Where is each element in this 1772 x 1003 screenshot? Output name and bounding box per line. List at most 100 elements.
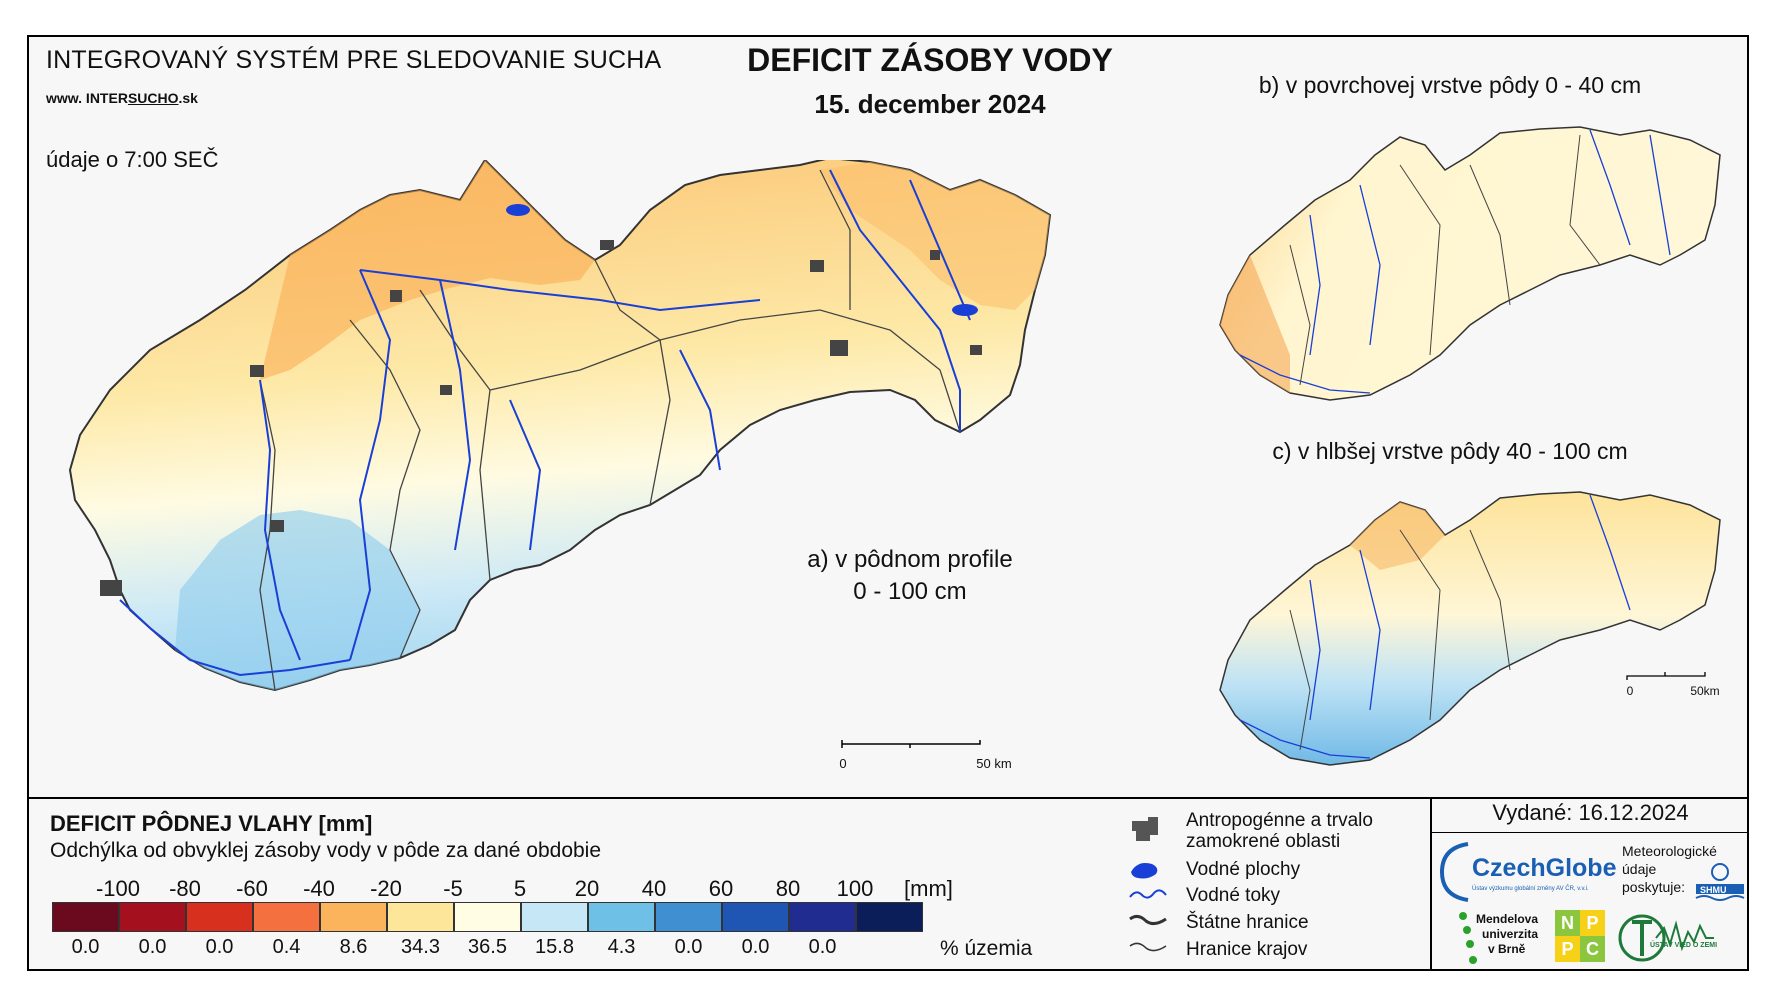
percent-unit: % územia — [940, 937, 1033, 960]
legend-swatch — [521, 902, 588, 932]
symbol-anthropogenic-line2: zamokrené oblasti — [1186, 831, 1341, 852]
small-scale-0: 0 — [1626, 684, 1634, 698]
system-name: INTEGROVANÝ SYSTÉM PRE SLEDOVANIE SUCHA — [46, 46, 662, 74]
main-map-label-line1: a) v pôdnom profile — [807, 546, 1013, 573]
issued-date: Vydané: 16.12.2024 — [1492, 800, 1689, 825]
website-suffix: .sk — [178, 90, 198, 106]
water-body-icon — [1131, 863, 1158, 879]
legend-swatch — [52, 902, 119, 932]
main-scalebar — [841, 740, 981, 748]
urban-areas — [100, 240, 982, 596]
uvz-name: ÚSTAV VIED O ZEMI — [1650, 942, 1718, 949]
break-label: -20 — [370, 876, 402, 901]
small-scale-50: 50km — [1690, 684, 1720, 698]
break-label: -80 — [169, 876, 201, 901]
legend-swatch — [722, 902, 789, 932]
page-title: DEFICIT ZÁSOBY VODY — [747, 42, 1113, 78]
legend-swatch — [387, 902, 454, 932]
map-date: 15. december 2024 — [814, 89, 1046, 119]
main-map-label-line2: 0 - 100 cm — [853, 578, 967, 605]
symbol-state-border: Štátne hranice — [1186, 912, 1309, 933]
legend-unit: [mm] — [904, 876, 953, 901]
region-border-icon — [1129, 942, 1167, 952]
percent-value: 0.0 — [138, 936, 167, 958]
main-scale-50: 50 km — [976, 756, 1012, 771]
percent-value: 34.3 — [401, 936, 440, 958]
legend-swatch — [454, 902, 521, 932]
map-c-label: c) v hlbšej vrstve pôdy 40 - 100 cm — [1272, 438, 1628, 464]
legend-swatch — [588, 902, 655, 932]
legend-subtitle: Odchýlka od obvyklej zásoby vody v pôde … — [50, 839, 602, 862]
percent-value: 0.4 — [272, 936, 301, 958]
percent-value: 0.0 — [808, 936, 837, 958]
legend-swatch — [789, 902, 856, 932]
main-scale-0: 0 — [839, 756, 847, 771]
legend-title: DEFICIT PÔDNEJ VLAHY [mm] — [50, 811, 373, 836]
shmu-logo — [1695, 863, 1745, 901]
data-time-note: údaje o 7:00 SEČ — [46, 147, 219, 172]
shmu-wordmark: SHMU — [1700, 885, 1727, 895]
mendel-logo-dots — [1459, 912, 1477, 964]
issued-divider — [1430, 797, 1432, 971]
symbol-region-border: Hranice krajov — [1186, 939, 1308, 960]
percent-value: 0.0 — [71, 936, 100, 958]
czechglobe-logo — [1439, 842, 1469, 902]
water-body-sirava — [952, 304, 978, 316]
river-icon — [1129, 889, 1167, 899]
website-prefix: www. INTER — [46, 90, 128, 106]
percent-value: 0.0 — [674, 936, 703, 958]
nppc-letter: P — [1580, 910, 1605, 936]
break-label: -100 — [95, 876, 141, 901]
mendel-line2: univerzita — [1482, 927, 1539, 941]
symbol-anthropogenic-line1: Antropogénne a trvalo — [1186, 810, 1373, 831]
nppc-letter: P — [1555, 936, 1580, 962]
break-label: 100 — [836, 876, 874, 901]
symbol-water-bodies: Vodné plochy — [1186, 859, 1301, 880]
met-provider-line1: Meteorologické — [1622, 843, 1717, 859]
legend-swatch — [186, 902, 253, 932]
mendel-line1: Mendelova — [1476, 912, 1539, 926]
break-label: -40 — [303, 876, 335, 901]
symbol-rivers: Vodné toky — [1186, 885, 1281, 906]
legend-swatch — [655, 902, 722, 932]
nppc-letter: C — [1580, 936, 1605, 962]
map-b-surface-layer — [1219, 126, 1721, 401]
uvz-logo — [1618, 914, 1714, 962]
website-link[interactable]: www. INTERSUCHO.sk — [46, 90, 198, 106]
mendel-line3: v Brně — [1488, 942, 1526, 956]
legend-swatch — [119, 902, 186, 932]
north-deficit-zone — [260, 160, 595, 380]
break-label: 60 — [708, 876, 734, 901]
break-label: 80 — [775, 876, 801, 901]
river-network — [119, 169, 971, 677]
state-border-icon — [1129, 914, 1167, 926]
nppc-logo: N P P C — [1555, 910, 1605, 962]
met-provider-line3: poskytuje: — [1622, 879, 1686, 895]
legend-swatch — [320, 902, 387, 932]
czechglobe-subtitle: Ústav výzkumu globální změny AV ČR, v.v.… — [1472, 886, 1589, 892]
small-scalebar — [1626, 672, 1706, 680]
website-mid: SUCHO — [127, 90, 179, 106]
break-label: -5 — [443, 876, 463, 901]
met-provider-line2: údaje — [1622, 861, 1657, 877]
break-label: 20 — [574, 876, 600, 901]
legend-swatch — [253, 902, 320, 932]
percent-value: 4.3 — [607, 936, 636, 958]
region-borders — [259, 169, 961, 691]
break-label: 40 — [641, 876, 667, 901]
issued-underline — [1430, 832, 1749, 833]
legend-divider — [27, 797, 1749, 799]
map-b-label: b) v povrchovej vrstve pôdy 0 - 40 cm — [1258, 72, 1642, 98]
legend-swatch — [856, 902, 923, 932]
break-label: 5 — [513, 876, 527, 901]
water-body-orava — [506, 204, 530, 216]
main-map — [68, 160, 1052, 692]
czechglobe-name: CzechGlobe — [1472, 854, 1617, 882]
percent-value: 15.8 — [535, 936, 574, 958]
percent-value: 0.0 — [205, 936, 234, 958]
percent-value: 36.5 — [468, 936, 507, 958]
percent-value: 0.0 — [741, 936, 770, 958]
break-label: -60 — [236, 876, 268, 901]
nppc-letter: N — [1555, 910, 1580, 936]
urban-area-icon — [1132, 817, 1158, 841]
